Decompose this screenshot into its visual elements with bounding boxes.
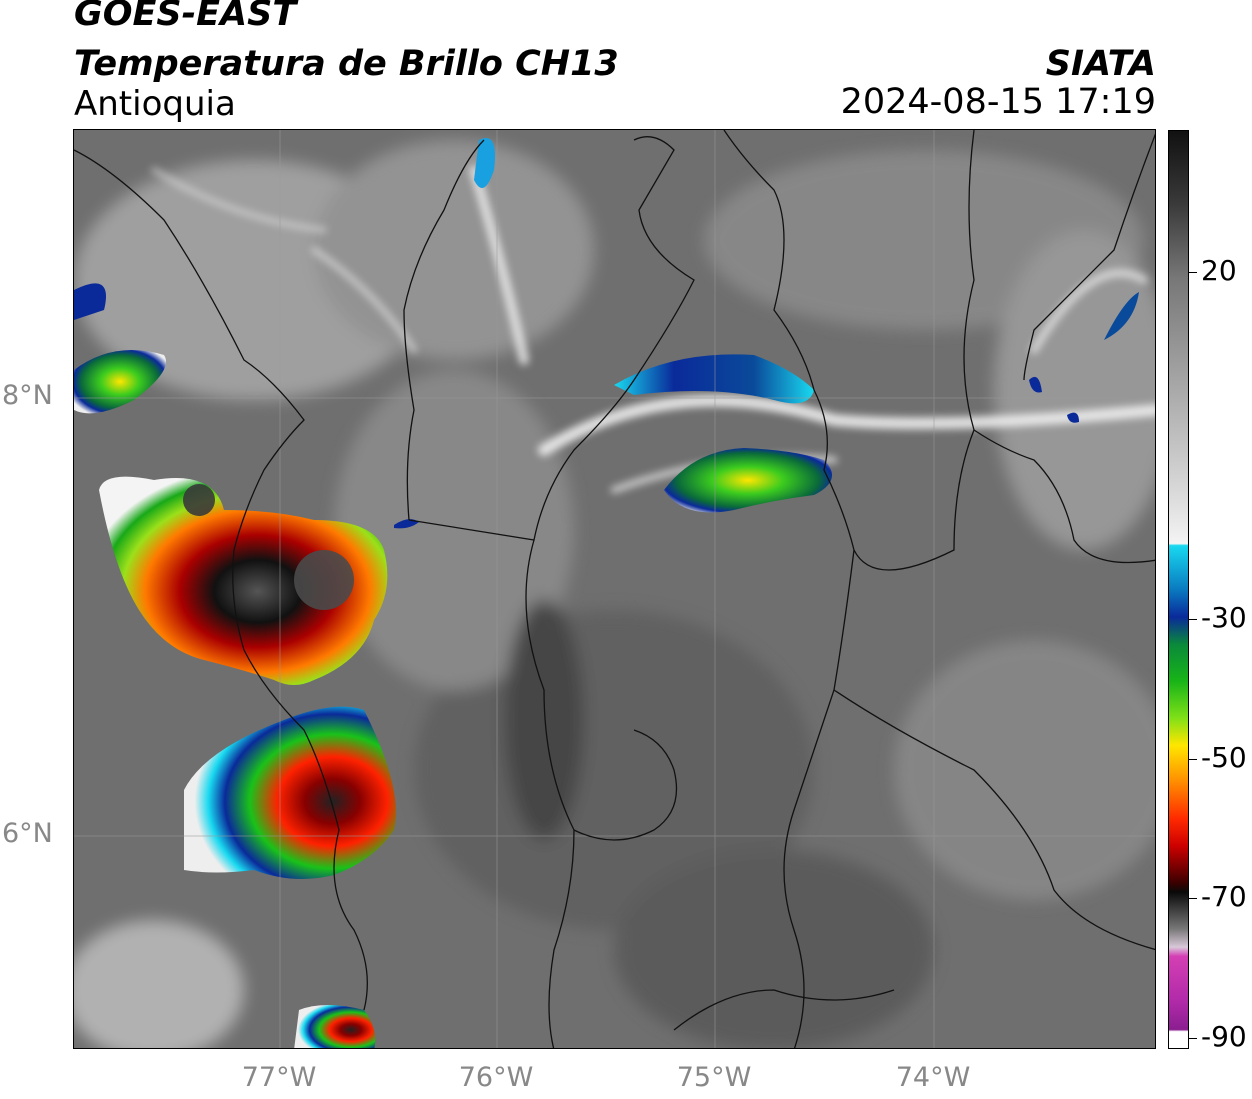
colorbar-label-minus70: -70 [1201,880,1247,913]
lon-label-76w: 76°W [458,1062,534,1093]
satellite-map[interactable] [73,129,1156,1049]
colorbar-tick-minus90 [1189,1038,1197,1039]
colorbar-tick-minus50 [1189,759,1197,760]
lat-label-6n: 6°N [2,818,53,849]
colorbar [1168,130,1189,1049]
timestamp-label: 2024-08-15 17:19 [840,82,1156,122]
title-satellite: GOES-EAST [74,0,297,34]
title-product: Temperatura de Brillo CH13 [74,44,619,84]
colorbar-label-minus50: -50 [1201,741,1247,774]
subtitle-region: Antioquia [74,84,236,124]
lon-label-75w: 75°W [676,1062,752,1093]
colorbar-tick-minus70 [1189,898,1197,899]
lon-label-77w: 77°W [241,1062,317,1093]
colorbar-label-minus30: -30 [1201,601,1247,634]
lat-label-8n: 8°N [2,380,53,411]
colorbar-label-minus90: -90 [1201,1020,1247,1053]
organization-label: SIATA [1045,44,1156,84]
lon-label-74w: 74°W [895,1062,971,1093]
colorbar-tick-minus30 [1189,619,1197,620]
colorbar-tick-20 [1189,272,1197,273]
colorbar-label-20: 20 [1201,254,1237,287]
